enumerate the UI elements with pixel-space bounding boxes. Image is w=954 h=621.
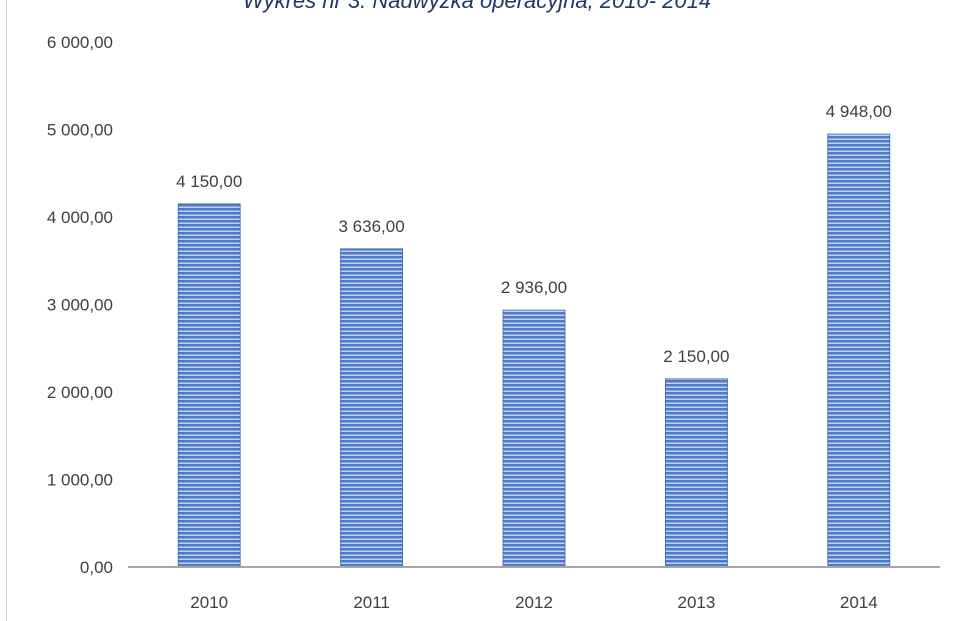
x-tick-label-2013: 2013 xyxy=(677,593,715,612)
bar-2010 xyxy=(177,203,241,568)
data-labels: 4 150,00 3 636,00 2 936,00 2 150,00 4 948,00 xyxy=(176,102,892,366)
data-label-2010: 4 150,00 xyxy=(176,172,242,191)
data-label-2011: 3 636,00 xyxy=(339,217,405,236)
x-tick-label-2012: 2012 xyxy=(515,593,553,612)
x-axis-labels: 2010 2011 2012 2013 2014 xyxy=(190,593,877,612)
bar-2013 xyxy=(665,378,728,568)
bar-2011 xyxy=(340,248,404,568)
y-axis-labels: 0,00 1 000,00 2 000,00 3 000,00 4 000,00 5 00… xyxy=(47,33,113,577)
y-tick-label: 0,00 xyxy=(80,558,113,577)
data-label-2013: 2 150,00 xyxy=(663,347,729,366)
x-tick-label-2011: 2011 xyxy=(353,593,390,612)
y-tick-label: 5 000,00 xyxy=(47,121,113,140)
y-tick-label: 1 000,00 xyxy=(47,471,113,490)
x-tick-label-2014: 2014 xyxy=(840,593,878,612)
chart-title: Wykres nr 3. Nadwyżka operacyjna, 2010- … xyxy=(242,0,712,13)
data-label-2014: 4 948,00 xyxy=(826,102,892,121)
x-tick-label-2010: 2010 xyxy=(190,593,228,612)
bar-2014 xyxy=(827,133,891,568)
y-tick-label: 6 000,00 xyxy=(47,33,113,52)
chart-border xyxy=(6,0,7,621)
y-tick-label: 3 000,00 xyxy=(47,296,113,315)
y-tick-label: 4 000,00 xyxy=(47,208,113,227)
y-tick-label: 2 000,00 xyxy=(47,383,113,402)
bars xyxy=(177,133,891,568)
data-label-2012: 2 936,00 xyxy=(501,278,567,297)
bar-2012 xyxy=(502,309,566,568)
